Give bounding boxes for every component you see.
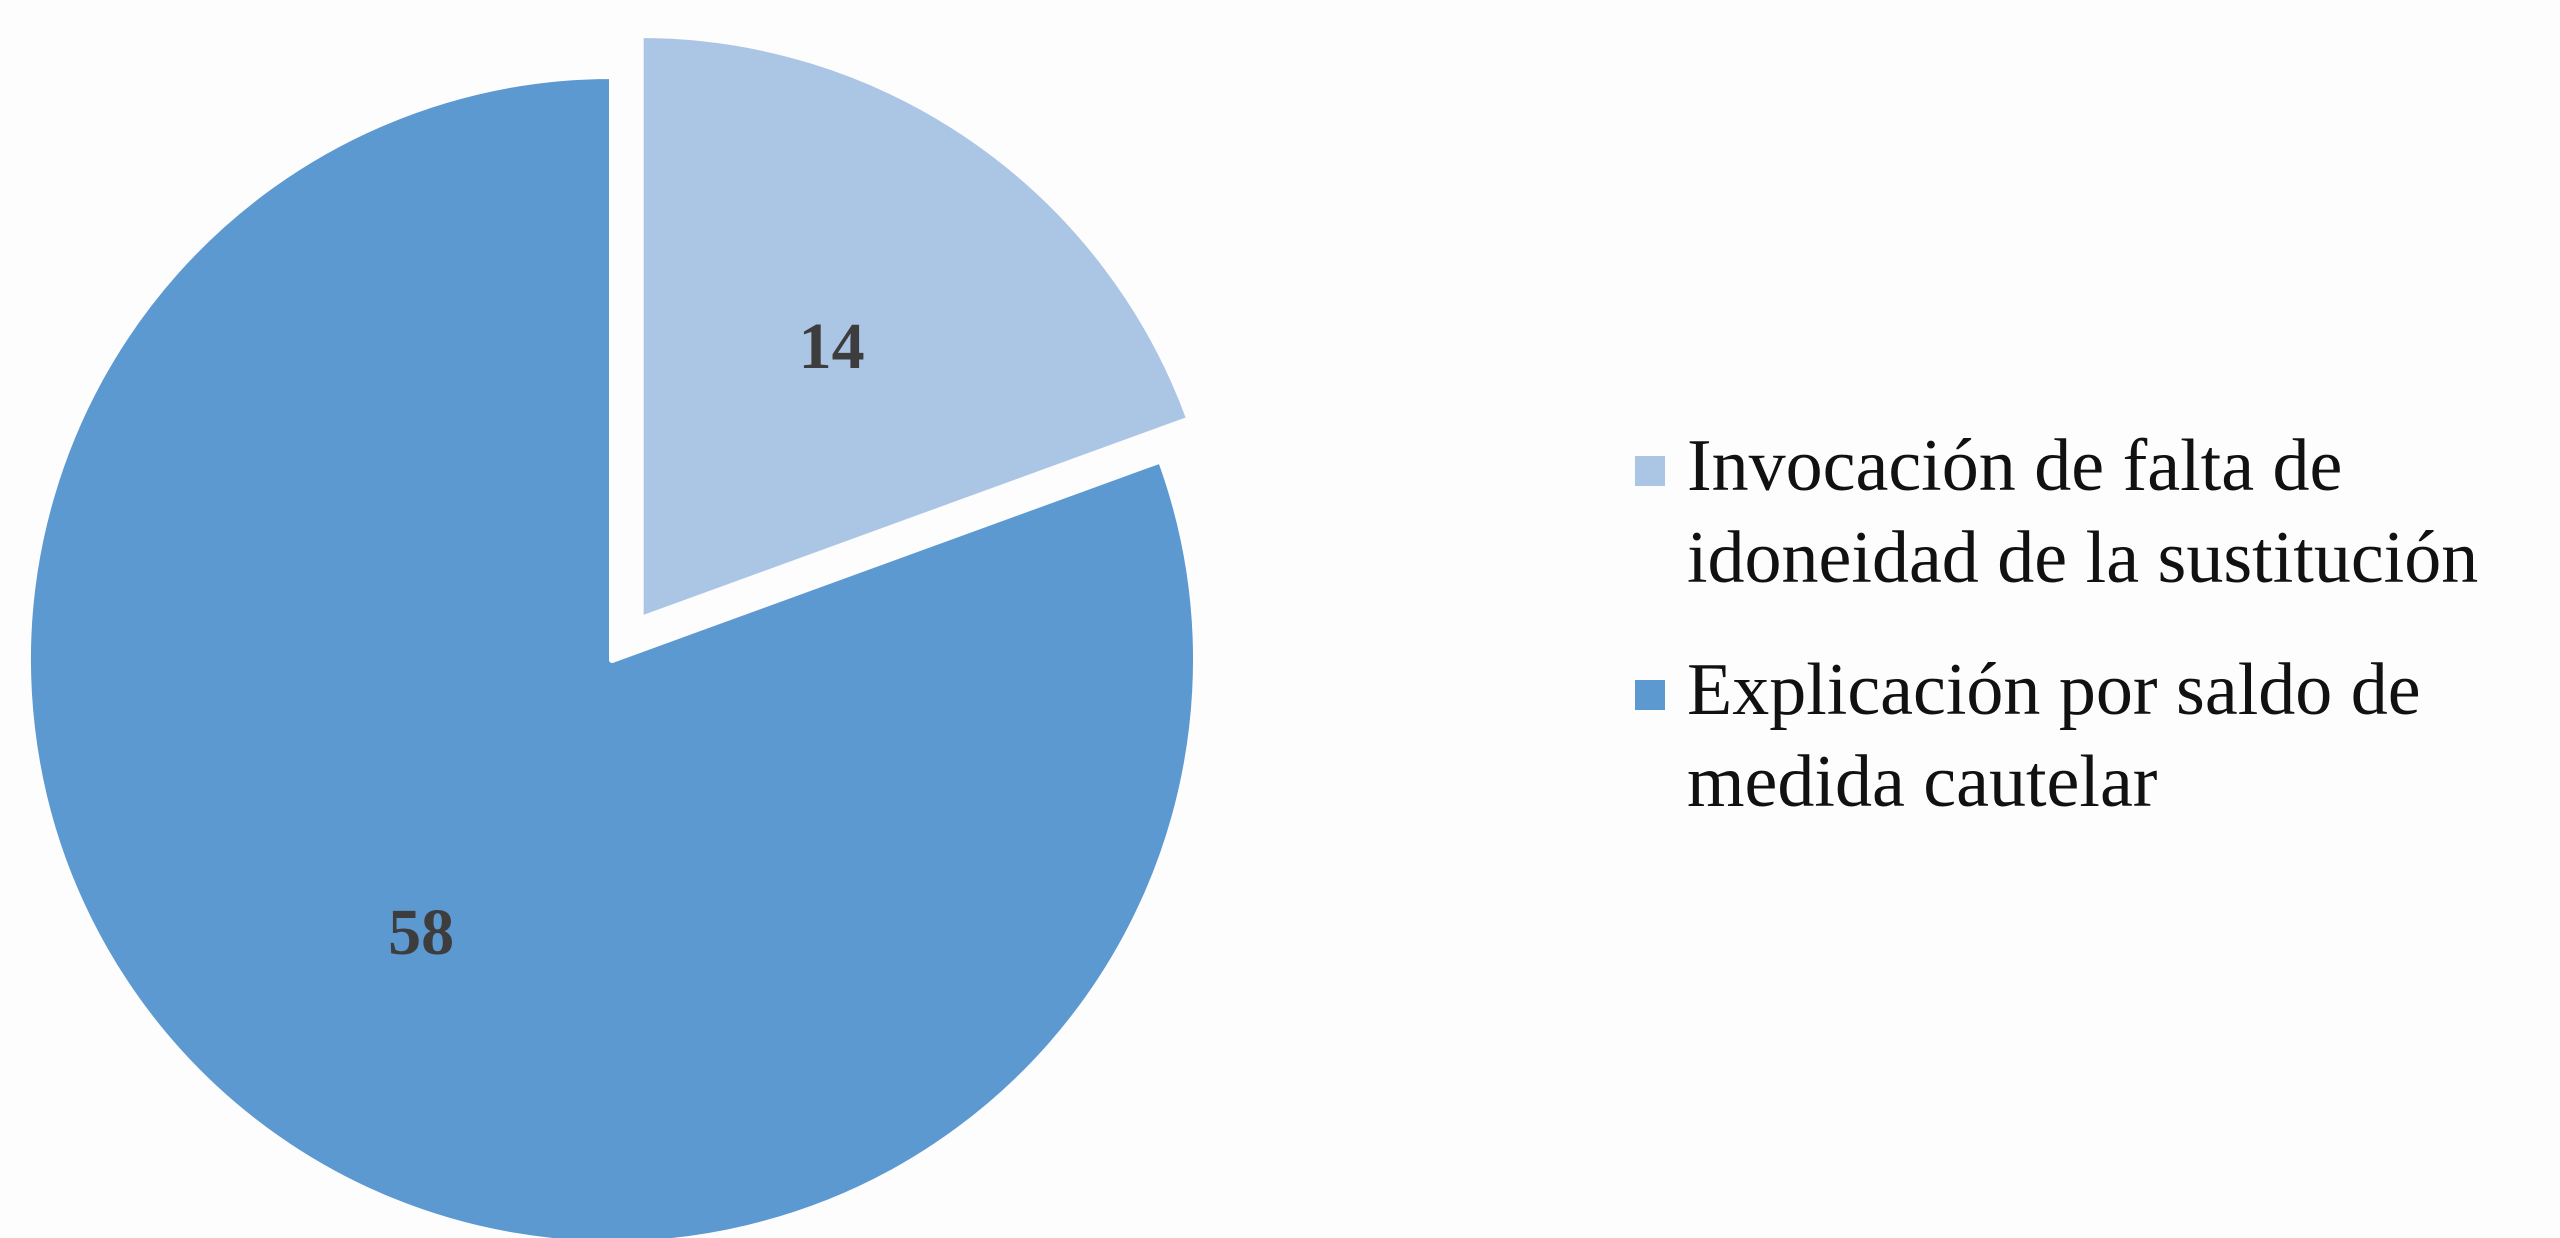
legend-swatch-explicacion <box>1635 680 1665 710</box>
pie-data-label-1: 14 <box>799 310 865 383</box>
legend-item-explicacion: Explicación por saldo de medida cautelar <box>1635 644 2555 828</box>
pie-slices <box>25 32 1199 1238</box>
legend-label-explicacion: Explicación por saldo de medida cautelar <box>1687 649 2421 823</box>
legend-label-invocacion: Invocación de falta de idoneidad de la s… <box>1687 425 2479 599</box>
pie-slice-1 <box>637 32 1193 623</box>
pie-slice-2 <box>25 73 1199 1238</box>
pie-data-label-2: 58 <box>388 896 454 969</box>
legend-swatch-invocacion <box>1635 456 1665 486</box>
legend-item-invocacion: Invocación de falta de idoneidad de la s… <box>1635 420 2555 604</box>
legend: Invocación de falta de idoneidad de la s… <box>1635 420 2555 868</box>
pie-data-labels: 14 58 <box>388 310 865 969</box>
